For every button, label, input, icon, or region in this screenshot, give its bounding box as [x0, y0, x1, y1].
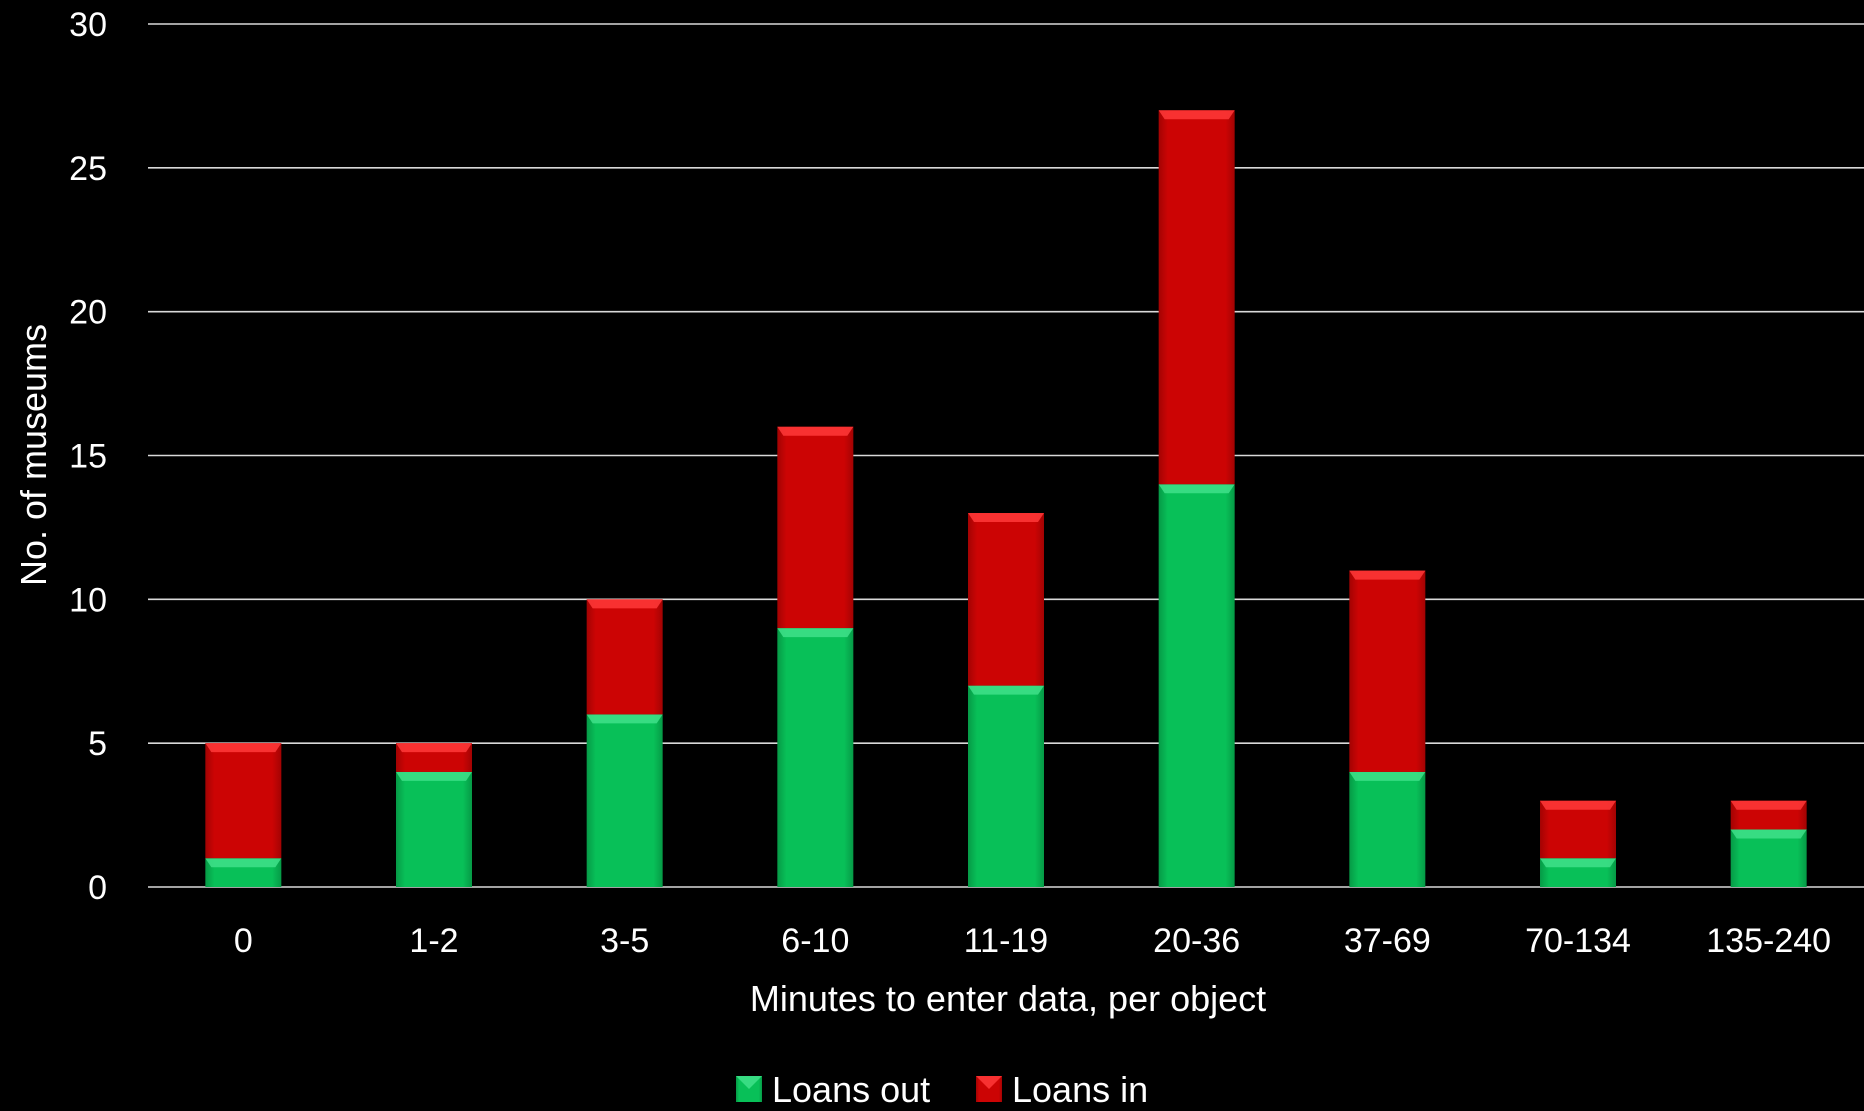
legend-label: Loans out: [772, 1069, 930, 1106]
bar-bevel: [968, 513, 1044, 523]
x-tick-label: 3-5: [600, 922, 649, 960]
y-axis-title: No. of museums: [13, 324, 54, 586]
bar-bevel: [1730, 829, 1807, 839]
bar-bevel: [968, 685, 1044, 695]
bar-segment: [968, 513, 1044, 686]
x-tick-label: 1-2: [409, 922, 458, 960]
legend-swatch-bevel: [736, 1076, 762, 1089]
legend: Loans out Loans in: [736, 1069, 1148, 1110]
y-tick-label: 5: [88, 725, 107, 763]
bar-bevel: [1349, 771, 1426, 781]
bar-segment: [205, 743, 282, 859]
y-tick-label: 25: [69, 150, 107, 188]
bar-segment: [1730, 829, 1807, 887]
bar-bevel: [1540, 858, 1616, 868]
x-tick-label: 70-134: [1525, 922, 1631, 960]
bar-bevel: [396, 771, 472, 781]
bar-segment: [586, 599, 663, 715]
y-tick-label: 15: [69, 438, 107, 476]
bar-segment: [777, 628, 854, 887]
bar-bevel: [1540, 800, 1616, 810]
x-axis-ticks: 0 1-2 3-5 6-10 11-19 20-36 37-69 70-134 135-240: [234, 922, 1831, 960]
bar-bevel: [1158, 484, 1235, 494]
series-loans-in: [205, 110, 1807, 859]
bar-segment: [777, 426, 854, 629]
x-tick-label: 0: [234, 922, 253, 960]
x-tick-label: 135-240: [1706, 922, 1831, 960]
legend-item: Loans out: [736, 1069, 930, 1110]
bar-bevel: [1158, 110, 1235, 120]
x-tick-label: 37-69: [1344, 922, 1431, 960]
bar-bevel: [1730, 800, 1807, 810]
bars: [205, 110, 1807, 887]
x-tick-label: 20-36: [1153, 922, 1240, 960]
legend-swatch-bevel: [976, 1076, 1002, 1089]
bar-segment: [1540, 800, 1616, 859]
y-tick-label: 0: [88, 869, 107, 907]
y-axis-ticks: 0 5 10 15 20 25 30: [69, 6, 107, 907]
legend-label: Loans in: [1012, 1069, 1148, 1106]
legend-item: Loans in: [976, 1069, 1148, 1110]
bar-segment: [1158, 484, 1235, 887]
x-tick-label: 6-10: [781, 922, 849, 960]
bar-bevel: [777, 426, 854, 436]
bar-bevel: [586, 599, 663, 609]
x-tick-label: 11-19: [964, 922, 1048, 960]
bar-segment: [586, 714, 663, 887]
bar-bevel: [586, 714, 663, 724]
y-tick-label: 30: [69, 6, 107, 44]
bar-bevel: [396, 743, 472, 753]
bar-segment: [968, 685, 1044, 887]
bar-segment: [1349, 771, 1426, 887]
bar-segment: [1349, 570, 1426, 772]
bar-bevel: [205, 743, 282, 753]
y-tick-label: 20: [69, 294, 107, 332]
bar-segment: [1158, 110, 1235, 485]
y-tick-label: 10: [69, 581, 107, 619]
bar-bevel: [777, 628, 854, 638]
series-loans-out: [205, 484, 1807, 887]
bar-segment: [396, 771, 472, 887]
bar-bevel: [205, 858, 282, 868]
bar-bevel: [1349, 570, 1426, 580]
x-axis-title: Minutes to enter data, per object: [750, 978, 1266, 1019]
